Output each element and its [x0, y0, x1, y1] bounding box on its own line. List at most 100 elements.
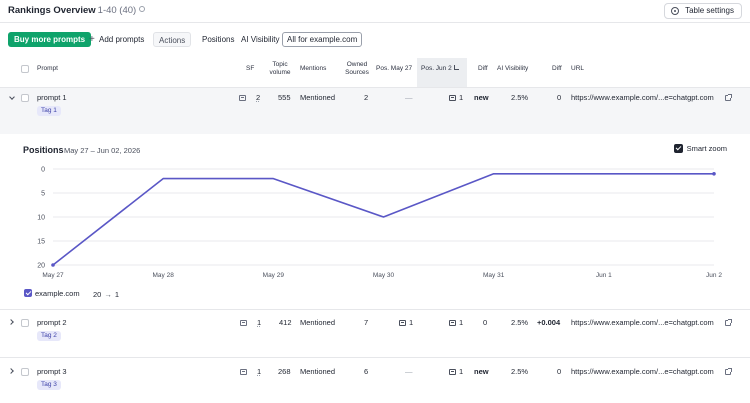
- row-checkbox[interactable]: [21, 319, 29, 327]
- series-point: [51, 263, 55, 267]
- column-sf[interactable]: SF: [246, 65, 255, 72]
- column-pos-jun2-label: Pos. Jun 2: [421, 65, 452, 72]
- mentions-status: Mentioned: [300, 318, 336, 327]
- series-point: [712, 172, 716, 176]
- visibility-diff: +0.004: [537, 318, 561, 327]
- column-visibility-diff[interactable]: Diff: [552, 65, 562, 72]
- tag-badge[interactable]: Tag 2: [37, 331, 61, 341]
- position-start[interactable]: 1: [399, 318, 413, 328]
- column-pos-may27[interactable]: Pos. May 27: [376, 65, 413, 72]
- series-line: [52, 173, 714, 266]
- top-bar: Rankings Overview 1-40 (40) Table setting…: [0, 0, 750, 23]
- select-all-checkbox[interactable]: [21, 65, 29, 73]
- column-owned-sources-line1: Owned: [346, 61, 368, 68]
- y-tick-label: 15: [37, 239, 45, 246]
- column-owned-sources[interactable]: Owned Sources: [343, 61, 371, 77]
- position-end[interactable]: 1: [449, 367, 463, 377]
- result-range: 1-40 (40): [97, 5, 137, 16]
- prompt-link[interactable]: prompt 1: [37, 93, 67, 102]
- position-end[interactable]: 1: [449, 93, 463, 103]
- row-checkbox[interactable]: [21, 94, 29, 102]
- position-diff: new: [474, 367, 489, 376]
- mentions-status: Mentioned: [300, 93, 336, 102]
- column-pos-jun2[interactable]: Pos. Jun 2: [417, 58, 467, 87]
- tag-badge[interactable]: Tag 1: [37, 106, 61, 116]
- x-tick-label: May 30: [373, 272, 395, 279]
- ai-visibility-value: 2.5%: [511, 93, 529, 102]
- x-tick-label: Jun 2: [706, 272, 722, 279]
- sf-count[interactable]: 1: [257, 367, 262, 376]
- position-end-value: 1: [459, 367, 464, 376]
- y-tick-label: 20: [37, 263, 45, 270]
- table-row[interactable]: prompt 3 Tag 3 1 268 Mentioned 6 — 1 new…: [0, 358, 750, 403]
- legend-checkbox[interactable]: [24, 289, 32, 297]
- column-mentions[interactable]: Mentions: [300, 65, 327, 72]
- info-icon[interactable]: [139, 6, 146, 12]
- owned-sources-count[interactable]: 6: [364, 367, 369, 376]
- row-divider: [0, 357, 750, 358]
- tab-ai-visibility[interactable]: AI Visibility: [241, 35, 280, 44]
- position-end-value: 1: [459, 93, 464, 102]
- panel-date-range: May 27 – Jun 02, 2026: [64, 146, 141, 155]
- position-icon: [449, 95, 456, 101]
- column-prompt[interactable]: Prompt: [37, 65, 58, 72]
- tag-badge[interactable]: Tag 3: [37, 380, 61, 390]
- table-header: Prompt SF Topic volume Mentions Owned Sour…: [0, 58, 750, 88]
- position-icon: [449, 369, 456, 375]
- external-link-icon[interactable]: [725, 368, 732, 375]
- position-diff: 0: [483, 318, 488, 327]
- add-prompts-button[interactable]: Add prompts: [85, 32, 149, 47]
- owned-sources-count[interactable]: 2: [364, 93, 369, 102]
- position-end[interactable]: 1: [449, 318, 463, 328]
- prompt-link[interactable]: prompt 3: [37, 367, 67, 376]
- table-settings-button[interactable]: Table settings: [664, 3, 742, 19]
- serp-feature-icon: [239, 95, 246, 101]
- x-tick-label: May 31: [483, 272, 505, 279]
- legend-item[interactable]: example.com: [24, 289, 80, 298]
- ai-visibility-value: 2.5%: [511, 367, 529, 376]
- sf-count[interactable]: 2: [256, 93, 261, 102]
- position-start-value: 1: [409, 318, 414, 327]
- buy-more-prompts-button[interactable]: Buy more prompts: [8, 32, 92, 47]
- legend-label: example.com: [35, 289, 80, 298]
- chevron-right-icon[interactable]: [8, 319, 14, 325]
- table-settings-label: Table settings: [685, 6, 734, 15]
- prompt-link[interactable]: prompt 2: [37, 318, 67, 327]
- sf-count[interactable]: 1: [257, 318, 262, 327]
- toolbar: Buy more prompts Add prompts Actions Pos…: [0, 30, 750, 48]
- filter-all-domain[interactable]: All for example.com: [282, 32, 363, 47]
- column-topic-volume-line1: Topic: [272, 61, 288, 68]
- owned-sources-count[interactable]: 7: [364, 318, 369, 327]
- tab-positions[interactable]: Positions: [202, 35, 235, 44]
- serp-feature-icon: [240, 320, 247, 326]
- url-link[interactable]: https://www.example.com/...e=chatgpt.com: [571, 318, 714, 327]
- x-tick-label: May 29: [263, 272, 285, 279]
- external-link-icon[interactable]: [725, 319, 732, 326]
- y-tick-label: 0: [41, 167, 45, 174]
- column-diff[interactable]: Diff: [478, 65, 488, 72]
- legend-position-change: 20 → 1: [93, 290, 119, 299]
- column-ai-visibility[interactable]: AI Visibility: [497, 65, 529, 72]
- x-tick-label: May 27: [42, 272, 64, 279]
- url-link[interactable]: https://www.example.com/...e=chatgpt.com: [571, 93, 714, 102]
- row-checkbox[interactable]: [21, 368, 29, 376]
- url-link[interactable]: https://www.example.com/...e=chatgpt.com: [571, 367, 714, 376]
- chevron-right-icon[interactable]: [8, 368, 14, 374]
- x-tick-label: May 28: [153, 272, 175, 279]
- column-url[interactable]: URL: [571, 65, 585, 72]
- table-row[interactable]: prompt 1 Tag 1 2 555 Mentioned 2 — 1 new…: [0, 88, 750, 134]
- page-title: Rankings Overview 1-40 (40): [8, 5, 146, 16]
- column-topic-volume-line2: volume: [269, 69, 291, 76]
- visibility-diff: 0: [557, 367, 562, 376]
- actions-button[interactable]: Actions: [153, 32, 192, 47]
- chevron-down-icon[interactable]: [9, 94, 15, 100]
- positions-chart: 0 5 10 15 20 May 27 May 28 May 29 May 30 May 31 Ju…: [37, 167, 722, 280]
- x-tick-label: Jun 1: [596, 272, 612, 279]
- external-link-icon[interactable]: [725, 94, 732, 101]
- smart-zoom-checkbox[interactable]: [673, 144, 683, 153]
- topic-volume: 412: [279, 318, 292, 327]
- smart-zoom-toggle[interactable]: Smart zoom: [673, 144, 727, 153]
- table-row[interactable]: prompt 2 Tag 2 1 412 Mentioned 7 1 1 0 2…: [0, 311, 750, 357]
- column-topic-volume[interactable]: Topic volume: [268, 61, 292, 77]
- position-diff: new: [474, 93, 489, 102]
